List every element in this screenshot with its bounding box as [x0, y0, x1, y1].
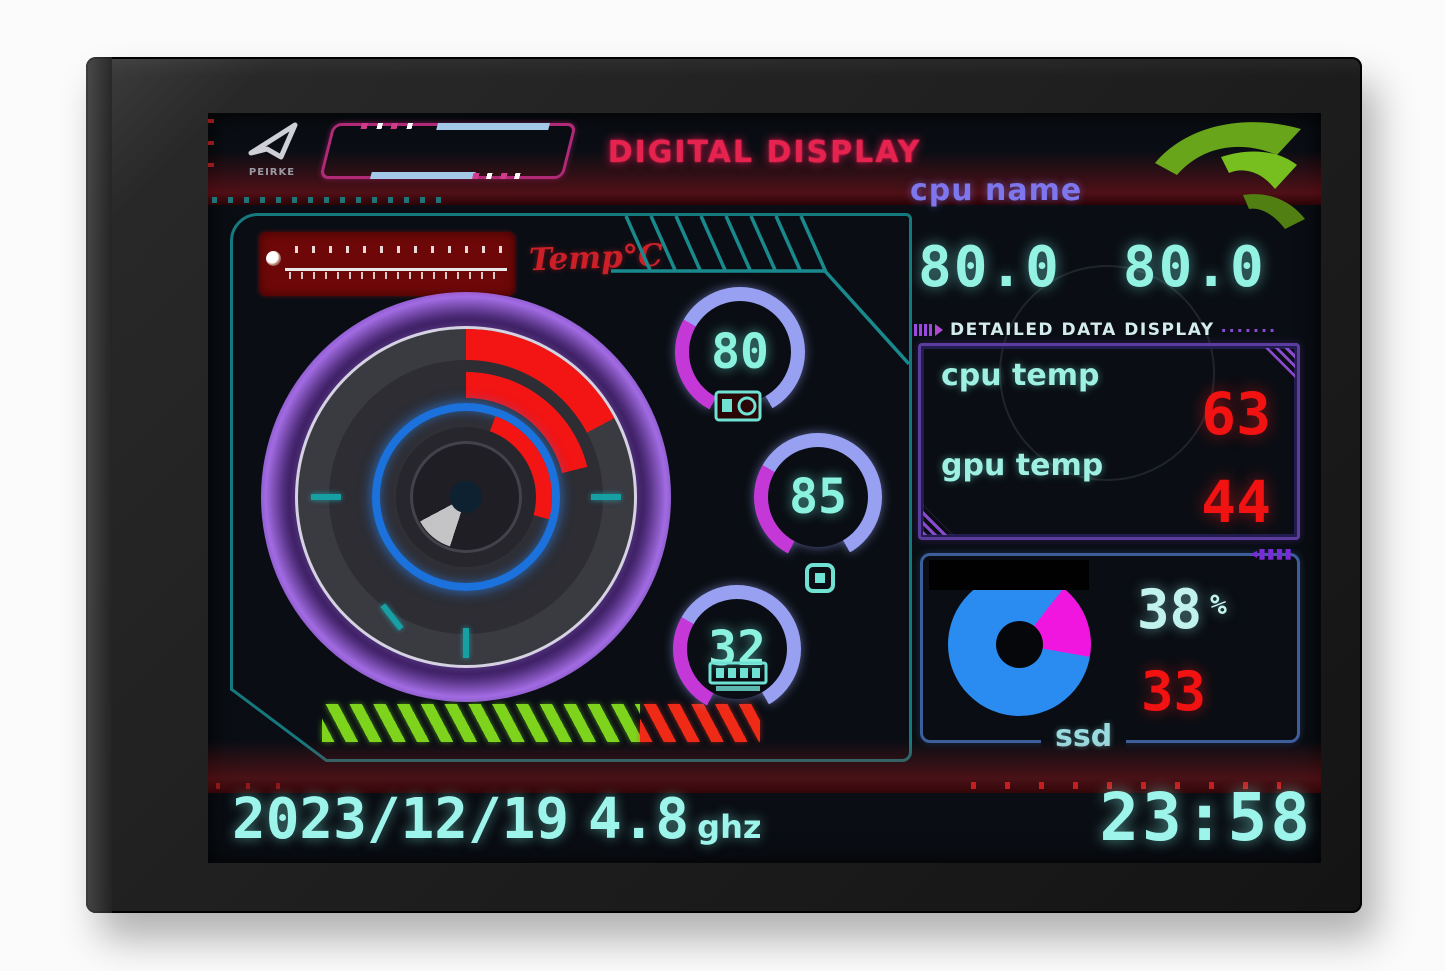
- brand-logo-icon: [248, 122, 298, 160]
- teal-dotted-divider: [212, 197, 450, 203]
- edge-dash-decoration: [208, 119, 214, 123]
- cpu-reading-left: 80.0: [918, 235, 1061, 300]
- edge-dash-decoration: [208, 163, 214, 167]
- thermometer-line: [285, 268, 507, 271]
- badge-dots-top: [360, 123, 420, 129]
- cpu-reading-right: 80.0: [1122, 235, 1266, 300]
- gauge-arc: [673, 585, 801, 713]
- gpu-temp-label: gpu temp: [941, 448, 1104, 483]
- gpu-temp-value: 44: [1201, 468, 1271, 536]
- ssd-status-panel: ◂▮▮▮▮ 38% 33 ssd: [920, 546, 1300, 754]
- cpu-name-label: cpu name: [910, 173, 1083, 208]
- red-tick-marks: [216, 783, 306, 789]
- ssd-usage-donut-chart: [948, 573, 1091, 716]
- display-device-bezel: PEIRKE DIGITAL DISPLAY: [86, 57, 1362, 913]
- radar-tick: [463, 628, 469, 658]
- detail-section-header: DETAILED DATA DISPLAY ·······: [914, 320, 1277, 340]
- gpu-brand-claw-icon: [1127, 113, 1317, 233]
- frequency-unit: ghz: [697, 808, 762, 846]
- frequency-value: 4.8: [588, 787, 690, 852]
- ram-icon: [708, 661, 768, 691]
- radar-tick: [591, 494, 621, 500]
- gauge-value: 80: [711, 324, 769, 380]
- corner-triangle-decoration: [1265, 348, 1295, 378]
- cpu-icon: [805, 563, 835, 593]
- arrows-decoration-icon: ◂▮▮▮▮: [1250, 546, 1293, 562]
- badge-bar-top: [436, 123, 550, 130]
- radar-tick: [311, 494, 341, 500]
- brand-logo: PEIRKE: [230, 119, 314, 195]
- date-display: 2023/12/19: [232, 787, 570, 852]
- gauge-value: 85: [789, 469, 847, 525]
- thermometer-ticks: [295, 246, 503, 253]
- gauge-value: 32: [708, 621, 766, 677]
- stripes-green-segment: [322, 704, 640, 742]
- gpu-usage-gauge: 80: [675, 287, 805, 417]
- corner-hatch-decoration: [611, 214, 911, 389]
- detail-section-dots: ·······: [1220, 320, 1278, 340]
- thermometer-ticks: [289, 272, 505, 279]
- page-title: DIGITAL DISPLAY: [607, 135, 922, 170]
- thermometer-bulb: [266, 251, 281, 266]
- ssd-percent-number: 38: [1137, 578, 1203, 641]
- decorative-ring: [999, 265, 1215, 481]
- gpu-icon: [714, 390, 762, 422]
- badge-bar-bottom: [370, 172, 476, 179]
- gauge-arc: [754, 433, 882, 561]
- cpu-usage-gauge: 85: [754, 433, 882, 561]
- temperature-radar-panel: Temp°C: [230, 213, 912, 762]
- cpu-readings: 80.0 80.0: [918, 235, 1266, 300]
- footer-status-bar: 2023/12/19 4.8 ghz 23:58: [208, 777, 1321, 863]
- detail-section-title: DETAILED DATA DISPLAY: [950, 320, 1215, 340]
- corner-triangle-decoration: [923, 505, 953, 535]
- badge-dots-bottom: [472, 173, 526, 179]
- gauge-arc: [675, 287, 805, 417]
- ssd-percent-value: 38%: [1137, 578, 1227, 641]
- cpu-temp-value: 63: [1201, 380, 1271, 448]
- display-screen: PEIRKE DIGITAL DISPLAY: [208, 113, 1321, 863]
- bottom-red-glow-band: [208, 741, 1321, 793]
- frequency-display: 4.8 ghz: [588, 787, 761, 852]
- radar-blue-ring: [372, 403, 560, 591]
- brand-logo-text: PEIRKE: [248, 167, 296, 178]
- radar-temperature-gauge: [261, 292, 671, 702]
- ssd-percent-unit: %: [1210, 588, 1227, 621]
- cpu-temp-label: cpu temp: [941, 358, 1100, 393]
- ram-usage-gauge: 32: [673, 585, 801, 713]
- edge-dash-decoration: [208, 141, 214, 145]
- thermometer-icon: [259, 232, 515, 296]
- clock-display: 23:58: [1099, 779, 1313, 856]
- ssd-label-strip: [929, 560, 1089, 590]
- ssd-temp-value: 33: [1141, 660, 1207, 723]
- red-tick-marks: [971, 782, 1281, 789]
- temperature-readout-box: cpu temp 63 gpu temp 44: [918, 343, 1300, 540]
- bars-arrow-icon: [914, 324, 943, 336]
- radar-center-dot: [450, 481, 482, 513]
